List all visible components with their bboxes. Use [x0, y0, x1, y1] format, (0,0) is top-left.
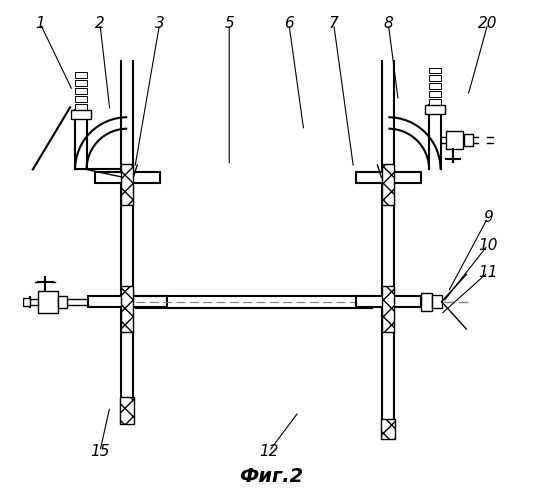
Bar — [121, 286, 133, 332]
Bar — [71, 110, 91, 118]
Text: 3: 3 — [155, 16, 165, 32]
Bar — [382, 164, 394, 205]
Text: 20: 20 — [478, 16, 497, 32]
Bar — [121, 396, 134, 424]
Text: 8: 8 — [383, 16, 393, 32]
Bar — [23, 298, 30, 306]
Bar — [429, 76, 440, 81]
Text: 1: 1 — [35, 16, 45, 32]
Text: 10: 10 — [478, 238, 497, 252]
Bar — [58, 296, 67, 308]
Text: 7: 7 — [329, 16, 338, 32]
Bar — [382, 286, 394, 332]
Bar — [75, 96, 86, 102]
Text: 6: 6 — [284, 16, 294, 32]
Text: 2: 2 — [95, 16, 105, 32]
Bar — [464, 134, 473, 145]
Bar — [432, 295, 441, 308]
Bar — [421, 293, 432, 310]
Text: 5: 5 — [224, 16, 234, 32]
Bar — [75, 104, 86, 110]
Bar — [75, 80, 86, 86]
Bar — [356, 296, 421, 307]
Bar — [445, 130, 463, 148]
Bar — [429, 100, 440, 105]
Bar — [75, 72, 86, 78]
Bar — [38, 291, 58, 312]
Text: 15: 15 — [90, 444, 110, 459]
Bar — [87, 296, 167, 307]
Text: 9: 9 — [483, 210, 493, 225]
Text: 12: 12 — [259, 444, 279, 459]
Bar — [381, 419, 395, 439]
Bar — [95, 172, 160, 183]
Bar — [429, 68, 440, 73]
Bar — [356, 172, 421, 183]
Text: Фиг.2: Фиг.2 — [239, 466, 304, 485]
Bar — [429, 84, 440, 89]
Bar — [121, 164, 133, 205]
Bar — [429, 92, 440, 97]
Bar — [425, 105, 445, 114]
Bar — [75, 88, 86, 94]
Text: 11: 11 — [478, 265, 497, 280]
